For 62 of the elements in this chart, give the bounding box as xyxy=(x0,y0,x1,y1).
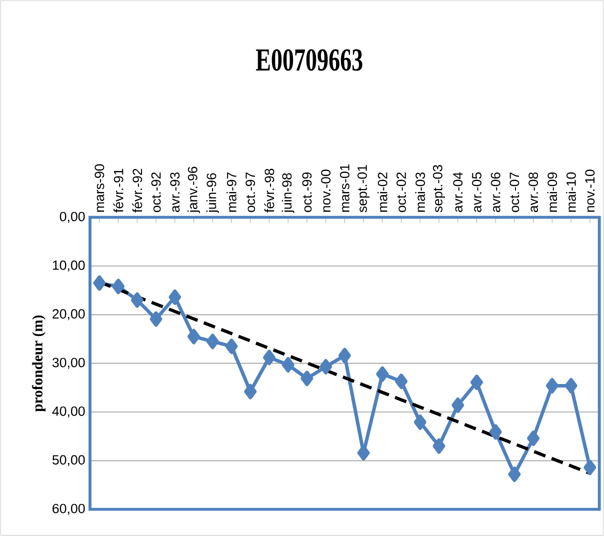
point xyxy=(93,275,106,291)
point xyxy=(244,384,257,400)
x-tick-label: mars-01 xyxy=(340,164,350,212)
x-tick-label: mai-02 xyxy=(378,172,388,212)
x-tick-label: avr.-05 xyxy=(472,172,482,212)
x-tick-label: févr.-92 xyxy=(132,168,142,212)
x-tick-label: avr.-04 xyxy=(453,172,463,212)
point xyxy=(282,357,294,373)
point xyxy=(320,359,332,374)
x-tick-label: avr.-06 xyxy=(490,172,500,212)
x-tick-label: mai-09 xyxy=(547,172,558,212)
y-tick-label: 40,00 xyxy=(52,406,85,418)
point xyxy=(395,374,408,390)
x-tick-label: oct.-02 xyxy=(396,172,406,212)
point xyxy=(168,289,182,305)
point xyxy=(489,424,502,440)
point xyxy=(432,438,446,454)
x-tick-label: oct.-07 xyxy=(510,172,520,212)
point xyxy=(338,348,351,364)
point xyxy=(508,466,521,482)
point xyxy=(130,292,144,308)
chart-title: E00709663 xyxy=(256,49,362,71)
y-tick-label: 20,00 xyxy=(52,309,85,320)
point xyxy=(300,370,314,386)
x-tick-label: juin-96 xyxy=(206,173,219,213)
x-tick-label: mai-03 xyxy=(415,172,426,212)
x-tick-label: janv.-96 xyxy=(188,166,200,213)
x-tick-label: avr.-93 xyxy=(170,172,180,212)
y-tick-label: 30,00 xyxy=(52,358,85,369)
y-tick-label: 10,00 xyxy=(52,260,85,272)
point xyxy=(225,338,238,354)
point xyxy=(262,350,276,366)
point xyxy=(527,430,540,446)
y-tick-label: 60,00 xyxy=(52,504,85,515)
x-tick-label: nov.-10 xyxy=(585,170,595,212)
x-tick-label: mai-97 xyxy=(226,172,236,212)
y-axis-title: profondeur (m) xyxy=(32,315,46,412)
y-tick-label: 0,00 xyxy=(60,212,85,223)
point xyxy=(112,278,125,294)
x-tick-label: oct.-99 xyxy=(302,172,312,212)
point xyxy=(470,374,483,390)
y-tick-label: 50,00 xyxy=(52,455,85,466)
x-tick-label: mars-90 xyxy=(94,164,104,212)
point xyxy=(376,366,389,382)
x-tick-label: févr.-91 xyxy=(113,168,124,212)
x-tick-label: mai-10 xyxy=(566,172,576,212)
point xyxy=(546,378,558,394)
point xyxy=(414,414,426,430)
x-tick-label: avr.-08 xyxy=(528,172,538,212)
point xyxy=(584,460,596,476)
point xyxy=(150,311,162,327)
x-tick-label: oct.-92 xyxy=(151,172,161,212)
point xyxy=(188,328,200,344)
point xyxy=(564,378,578,394)
x-tick-label: sept.-03 xyxy=(432,165,446,212)
x-tick-label: nov.-00 xyxy=(321,170,331,212)
x-tick-label: juin-98 xyxy=(282,173,294,213)
point xyxy=(206,334,219,350)
x-tick-label: févr.-98 xyxy=(264,168,274,212)
x-tick-label: sept.-01 xyxy=(357,165,370,212)
x-tick-label: oct.-97 xyxy=(246,172,256,212)
point xyxy=(452,397,464,413)
